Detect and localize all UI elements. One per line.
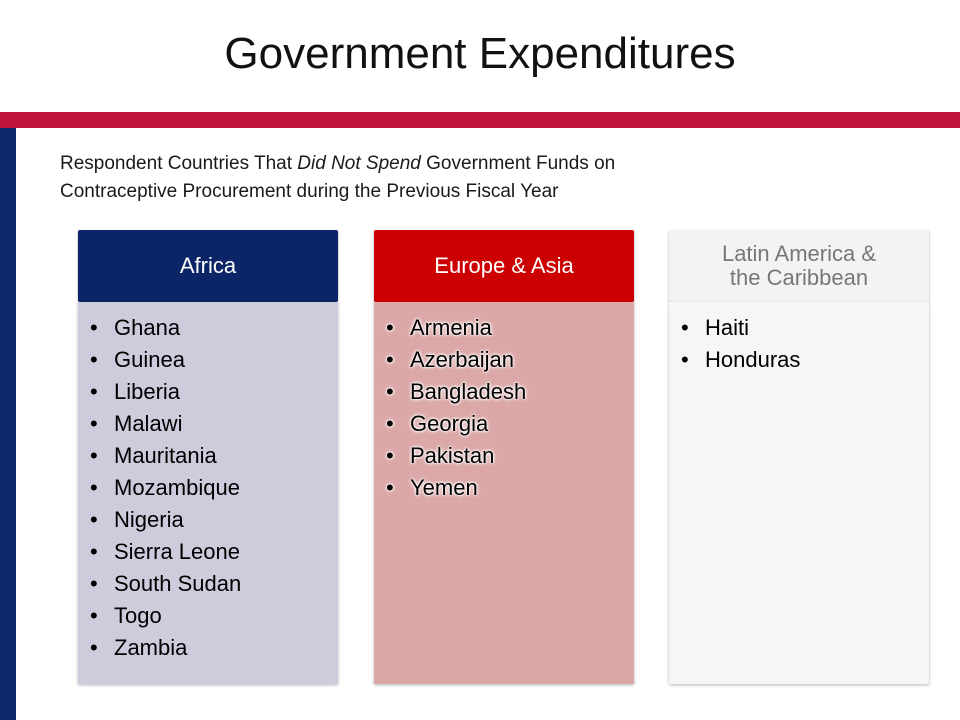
list-item: Liberia — [90, 376, 338, 408]
list-item: Zambia — [90, 632, 338, 664]
subtitle-suffix: Government Funds on — [420, 153, 616, 174]
list-item: South Sudan — [90, 568, 338, 600]
europe-asia-header-label: Europe & Asia — [434, 253, 574, 278]
subtitle: Respondent Countries That Did Not Spend … — [60, 150, 920, 206]
subtitle-emphasis: Did Not Spend — [297, 153, 421, 174]
title-accent-bar — [0, 112, 960, 128]
list-item: Nigeria — [90, 504, 338, 536]
africa-header-label: Africa — [179, 253, 237, 278]
list-item: Togo — [90, 600, 338, 632]
side-accent-bar — [0, 128, 16, 720]
latin-america-header-label: Latin America & the Caribbean — [722, 242, 876, 290]
europe-asia-country-list: Armenia Azerbaijan Bangladesh Georgia Pa… — [386, 312, 634, 504]
latin-america-column: Latin America &the Caribbean Haiti Hondu… — [669, 230, 929, 684]
list-item: Ghana — [90, 312, 338, 344]
latin-america-header-line2: the Caribbean — [729, 265, 869, 290]
latin-america-list-panel: Haiti Honduras — [669, 302, 929, 684]
list-item: Georgia — [386, 408, 634, 440]
europe-asia-header: Europe & Asia — [374, 230, 634, 302]
list-item: Guinea — [90, 344, 338, 376]
list-item: Pakistan — [386, 440, 634, 472]
list-item: Mozambique — [90, 472, 338, 504]
subtitle-prefix: Respondent Countries That — [60, 153, 298, 174]
list-item: Honduras — [681, 344, 929, 376]
list-item: Malawi — [90, 408, 338, 440]
list-item: Armenia — [386, 312, 634, 344]
slide-title: Government Expenditures — [224, 29, 736, 78]
africa-column: Africa Ghana Guinea Liberia Malawi Mauri… — [78, 230, 338, 684]
list-item: Mauritania — [90, 440, 338, 472]
latin-america-header: Latin America & the Caribbean — [669, 230, 929, 302]
subtitle-line2: Contraceptive Procurement during the Pre… — [60, 181, 559, 202]
europe-asia-column: Europe & Asia Armenia Azerbaijan Banglad… — [374, 230, 634, 684]
europe-asia-list-panel: Armenia Azerbaijan Bangladesh Georgia Pa… — [374, 302, 634, 684]
list-item: Azerbaijan — [386, 344, 634, 376]
latin-america-header-line1: Latin America & — [721, 241, 877, 266]
list-item: Haiti — [681, 312, 929, 344]
africa-list-panel: Ghana Guinea Liberia Malawi Mauritania M… — [78, 302, 338, 684]
latin-america-country-list: Haiti Honduras — [681, 312, 929, 376]
list-item: Sierra Leone — [90, 536, 338, 568]
africa-header: Africa — [78, 230, 338, 302]
africa-country-list: Ghana Guinea Liberia Malawi Mauritania M… — [90, 312, 338, 664]
list-item: Yemen — [386, 472, 634, 504]
list-item: Bangladesh — [386, 376, 634, 408]
